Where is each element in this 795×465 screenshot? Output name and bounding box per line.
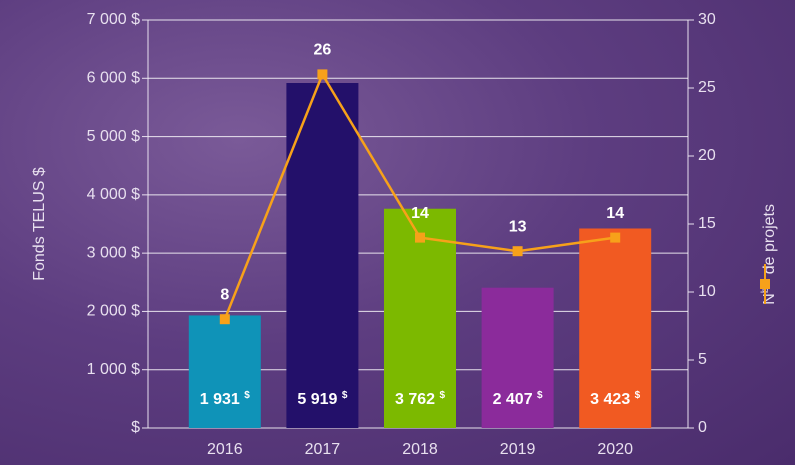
bar bbox=[286, 83, 359, 428]
bar-value-label: 3 423 $ bbox=[590, 390, 640, 409]
line-value-label: 14 bbox=[411, 205, 429, 222]
line-marker bbox=[317, 69, 328, 80]
bar bbox=[579, 228, 652, 428]
y-tick-label: 7 000 $ bbox=[87, 11, 140, 28]
bar-value-label: 2 407 $ bbox=[493, 390, 543, 409]
line-marker bbox=[610, 232, 621, 243]
x-tick-label: 2018 bbox=[402, 441, 438, 458]
bar bbox=[481, 287, 554, 428]
line-value-label: 26 bbox=[314, 42, 332, 59]
y-tick-label: 1 000 $ bbox=[87, 361, 140, 378]
bar-value-label: 1 931 $ bbox=[200, 390, 250, 409]
line-value-label: 8 bbox=[220, 286, 229, 303]
x-tick-label: 2020 bbox=[597, 441, 633, 458]
y2-tick-label: 5 bbox=[698, 351, 707, 368]
y2-axis-label-part: de projets bbox=[761, 204, 778, 279]
y2-tick-label: 10 bbox=[698, 283, 716, 300]
y-tick-label: 3 000 $ bbox=[87, 244, 140, 261]
line-value-label: 14 bbox=[606, 205, 624, 222]
line-marker bbox=[415, 232, 425, 243]
bar-value-label: 5 919 $ bbox=[297, 390, 347, 409]
y-tick-label: 2 000 $ bbox=[87, 303, 140, 320]
y2-tick-label: 30 bbox=[698, 11, 716, 28]
y-tick-label: 4 000 $ bbox=[87, 186, 140, 203]
line-marker bbox=[219, 314, 230, 325]
y2-tick-label: 15 bbox=[698, 215, 716, 232]
y2-tick-label: 25 bbox=[698, 79, 716, 96]
x-tick-label: 2016 bbox=[207, 441, 243, 458]
legend-marker bbox=[760, 279, 770, 289]
bar-value-label: 3 762 $ bbox=[395, 390, 445, 409]
y2-axis-label-part: N bbox=[761, 293, 778, 305]
x-tick-label: 2017 bbox=[305, 441, 341, 458]
y2-tick-label: 0 bbox=[698, 419, 707, 436]
x-tick-label: 2019 bbox=[500, 441, 536, 458]
y-tick-label: $ bbox=[131, 419, 140, 436]
y-tick-label: 6 000 $ bbox=[87, 70, 140, 87]
line-marker bbox=[512, 246, 523, 257]
y2-tick-label: 20 bbox=[698, 147, 716, 164]
line-value-label: 13 bbox=[509, 218, 527, 235]
bar bbox=[384, 208, 456, 428]
y2-axis-label: Nbre de projets bbox=[760, 204, 779, 305]
bar bbox=[188, 315, 261, 428]
y-axis-label: Fonds TELUS $ bbox=[31, 167, 48, 281]
y-tick-label: 5 000 $ bbox=[87, 128, 140, 145]
